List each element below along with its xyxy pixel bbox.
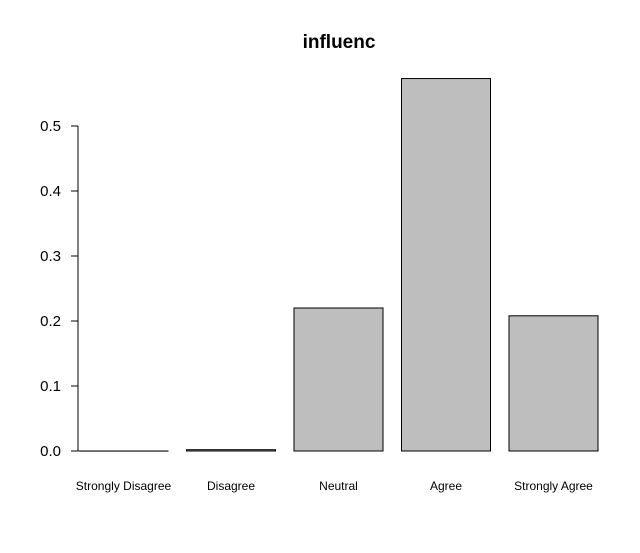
chart-title: influenc (303, 32, 376, 53)
bars (78, 78, 599, 452)
x-tick-label: Strongly Agree (514, 479, 593, 493)
bar-strongly-agree (508, 315, 599, 452)
x-axis-labels: Strongly Disagree Disagree Neutral Agree Str… (76, 479, 593, 493)
y-tick-label: 0.0 (40, 443, 61, 460)
x-tick-label: Disagree (207, 479, 255, 493)
y-tick-label: 0.4 (40, 183, 61, 200)
x-tick-label: Neutral (319, 479, 358, 493)
y-tick-label: 0.3 (40, 248, 61, 265)
x-tick-label: Agree (430, 479, 462, 493)
bar-disagree (186, 449, 276, 452)
x-tick-label: Strongly Disagree (76, 479, 172, 493)
y-tick-label: 0.2 (40, 313, 61, 330)
bar-agree (401, 78, 491, 452)
y-tick-label: 0.1 (40, 378, 61, 395)
bar-neutral (293, 307, 384, 452)
y-axis: 0.0 0.1 0.2 0.3 0.4 0.5 (40, 118, 79, 460)
y-tick-label: 0.5 (40, 118, 61, 135)
